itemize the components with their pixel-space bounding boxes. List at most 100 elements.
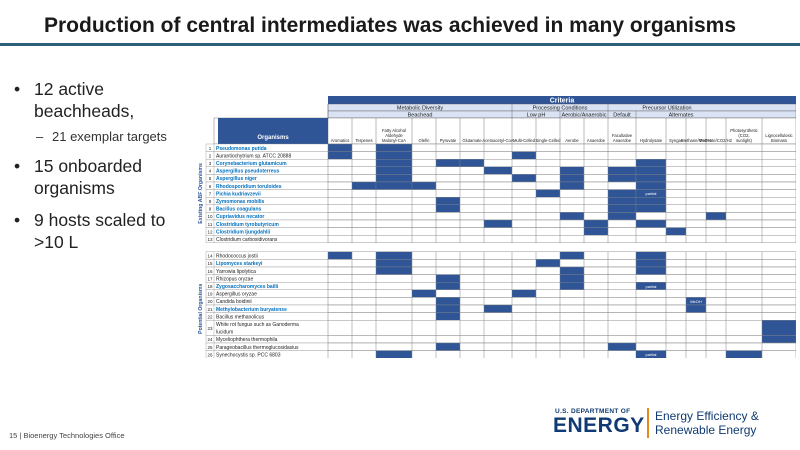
organism-name: Synechocystis sp. PCC 6803 bbox=[216, 352, 281, 358]
filled-cell bbox=[635, 259, 667, 268]
organism-criteria-table: Criteria Metabolic Diversity Processing Co… bbox=[198, 96, 796, 358]
column-header-14: Methane/MeOH bbox=[681, 138, 711, 143]
filled-cell bbox=[511, 174, 537, 183]
column-header-3: Olefin bbox=[419, 138, 431, 143]
filled-cell bbox=[635, 219, 667, 228]
row-number: 5 bbox=[209, 176, 212, 181]
logo-eere-text: Energy Efficiency & Renewable Energy bbox=[655, 409, 759, 437]
filled-cell bbox=[559, 266, 585, 275]
filled-cell bbox=[635, 197, 667, 205]
cell-note: partial bbox=[646, 284, 657, 289]
criteria-band bbox=[328, 96, 796, 104]
row-number: 2 bbox=[209, 153, 212, 158]
filled-cell bbox=[535, 259, 561, 268]
column-header-17: Lignocellulosic bbox=[765, 133, 792, 138]
filled-cell bbox=[435, 297, 461, 306]
filled-cell bbox=[559, 174, 585, 183]
row-number: 16 bbox=[207, 269, 213, 274]
organisms-header-cell bbox=[218, 118, 328, 144]
column-header-8: Single-Celled bbox=[536, 138, 562, 143]
row-number: 10 bbox=[207, 214, 213, 219]
criteria-label: Criteria bbox=[550, 98, 575, 105]
filled-cell bbox=[607, 204, 637, 213]
organism-name: Clostridium tyrobutyricum bbox=[216, 222, 279, 228]
row-number: 11 bbox=[208, 222, 213, 227]
column-header-4: Pyruvate bbox=[440, 138, 457, 143]
filled-cell bbox=[761, 320, 796, 336]
filled-cell bbox=[559, 274, 585, 283]
row-number: 8 bbox=[209, 199, 212, 204]
cell-note: MeOH bbox=[690, 299, 702, 304]
filled-cell bbox=[511, 151, 537, 160]
subgroup-label-4: Alternates bbox=[669, 113, 694, 119]
empty-cell bbox=[761, 235, 796, 243]
filled-cell bbox=[705, 212, 727, 221]
table-row bbox=[205, 151, 796, 160]
group-label-1: Processing Conditions bbox=[533, 106, 588, 112]
filled-cell bbox=[635, 159, 667, 167]
group-label-2: Precursor Utilization bbox=[642, 106, 691, 112]
filled-cell bbox=[375, 143, 413, 152]
organism-name: Corynebacterium glutamicum bbox=[216, 161, 287, 167]
organism-name: Lipomyces starkeyi bbox=[216, 261, 263, 267]
table-row bbox=[205, 266, 796, 275]
organism-name: Pichia kudriavzevii bbox=[216, 191, 261, 197]
row-number: 9 bbox=[209, 207, 212, 212]
filled-cell bbox=[327, 251, 353, 260]
table-row bbox=[205, 251, 796, 260]
subgroup-label-0: Beachead bbox=[408, 113, 433, 119]
filled-cell bbox=[459, 159, 485, 167]
filled-cell bbox=[375, 166, 413, 175]
organism-name: White rot fungus such as Ganoderma bbox=[216, 322, 299, 328]
organism-name: Bacillus coagulans bbox=[216, 207, 262, 213]
filled-cell bbox=[559, 282, 585, 290]
table-row bbox=[205, 289, 796, 298]
organism-name: Parageobacillus thermoglucosidasius bbox=[216, 345, 299, 351]
bullet-item: 12 active beachheads, bbox=[12, 78, 192, 122]
table-row bbox=[205, 204, 796, 213]
organism-name: Pseudomonas putida bbox=[216, 146, 267, 152]
logo-dept-text: U.S. DEPARTMENT OF bbox=[555, 408, 631, 415]
table-row bbox=[205, 259, 796, 268]
filled-cell bbox=[327, 143, 353, 152]
filled-cell bbox=[511, 289, 537, 298]
row-number: 21 bbox=[207, 307, 213, 312]
column-header-9: Aerobe bbox=[565, 138, 579, 143]
row-number: 26 bbox=[207, 352, 213, 357]
empty-cell bbox=[761, 350, 796, 358]
table-row bbox=[205, 189, 796, 198]
column-header-11: Anaerobe bbox=[613, 138, 632, 143]
organism-name: Clostridium ljungdahlii bbox=[216, 229, 271, 235]
filled-cell bbox=[665, 227, 687, 236]
column-header-10: Anaerobe bbox=[587, 138, 606, 143]
row-number: 18 bbox=[207, 284, 213, 289]
table-row bbox=[205, 181, 796, 190]
section-label-1: Potential Organisms bbox=[198, 283, 204, 334]
table-row bbox=[205, 227, 796, 236]
column-header-11: Facultative bbox=[612, 133, 633, 138]
row-number: 4 bbox=[209, 169, 212, 174]
row-number: 20 bbox=[207, 299, 213, 304]
column-header-12: Hydrolysate bbox=[640, 138, 663, 143]
logo-eere-line1: Energy Efficiency & bbox=[655, 409, 759, 423]
bullet-list: 12 active beachheads, 21 exemplar target… bbox=[12, 78, 192, 263]
table-row bbox=[205, 274, 796, 283]
filled-cell bbox=[559, 181, 585, 190]
column-header-2: Malonyl-CoA bbox=[382, 138, 406, 143]
filled-cell bbox=[483, 304, 513, 313]
column-header-0: Aromatics bbox=[331, 138, 350, 143]
logo-energy-text: ENERGY bbox=[553, 414, 645, 437]
filled-cell bbox=[483, 219, 513, 228]
row-number: 3 bbox=[209, 161, 212, 166]
column-header-2: Fatty Alcohol bbox=[382, 128, 406, 133]
column-header-15: Formate/CO2/H2 bbox=[700, 138, 733, 143]
filled-cell bbox=[375, 181, 413, 190]
row-number: 1 bbox=[209, 146, 212, 151]
organism-name: Rhizopus oryzae bbox=[216, 276, 253, 282]
filled-cell bbox=[635, 266, 667, 275]
filled-cell bbox=[375, 350, 413, 358]
group-label-0: Metabolic Diversity bbox=[397, 106, 443, 112]
title-rule bbox=[0, 43, 800, 46]
filled-cell bbox=[559, 166, 585, 175]
filled-cell bbox=[435, 159, 461, 167]
